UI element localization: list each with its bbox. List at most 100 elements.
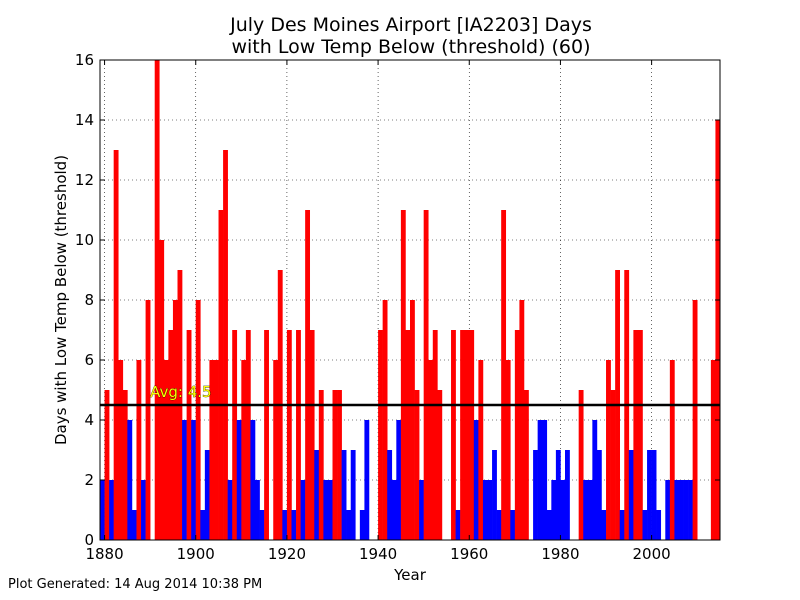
bar-1978 (551, 480, 557, 540)
x-tick-label: 1940 (359, 545, 397, 563)
bar-1963 (482, 480, 488, 540)
bar-1934 (350, 450, 356, 540)
bar-1892 (159, 240, 165, 540)
bar-1907 (227, 480, 233, 540)
y-tick-label: 6 (84, 351, 94, 369)
bar-1950 (423, 210, 429, 540)
bar-1888 (141, 480, 146, 540)
y-tick-label: 0 (84, 531, 94, 549)
x-axis-label: Year (393, 566, 427, 584)
bar-1949 (419, 480, 424, 540)
y-axis-ticks: 0 2 4 6 8 10 12 14 16 (75, 51, 720, 549)
y-tick-label: 8 (84, 291, 94, 309)
y-tick-label: 12 (75, 171, 94, 189)
bar-1900 (195, 300, 201, 540)
bar-1904 (213, 360, 219, 540)
bar-1981 (565, 450, 570, 540)
bar-1995 (628, 450, 634, 540)
bar-1991 (610, 390, 616, 540)
bar-1883 (118, 360, 124, 540)
bar-1887 (136, 360, 142, 540)
bar-1966 (496, 510, 502, 540)
x-axis-ticks: 1880 1900 1920 1940 1960 1980 2000 (85, 60, 671, 563)
x-tick-label: 2000 (633, 545, 671, 563)
bar-2013 (710, 360, 716, 540)
bar-1974 (533, 450, 538, 540)
bar-1895 (172, 300, 178, 540)
bar-1909 (236, 420, 242, 540)
x-tick-label: 1880 (85, 545, 123, 563)
bar-2007 (683, 480, 689, 540)
bar-1965 (492, 450, 497, 540)
bar-1999 (647, 450, 652, 540)
x-tick-label: 1980 (541, 545, 579, 563)
bar-1948 (414, 390, 420, 540)
bar-2000 (651, 450, 657, 540)
bar-1944 (396, 420, 402, 540)
bar-1998 (642, 510, 648, 540)
bar-1906 (223, 150, 228, 540)
average-label: Avg: 4.5 (150, 383, 211, 401)
bar-1897 (182, 420, 187, 540)
bar-1961 (473, 420, 479, 540)
bar-1953 (437, 390, 443, 540)
bar-1988 (596, 450, 602, 540)
bar-1937 (364, 420, 370, 540)
bar-1908 (232, 330, 238, 540)
bar-1928 (323, 480, 329, 540)
bar-1889 (145, 300, 151, 540)
bar-2001 (656, 510, 662, 540)
bar-1975 (537, 420, 543, 540)
bar-1970 (514, 330, 520, 540)
bar-1971 (519, 300, 525, 540)
bar-1902 (204, 450, 210, 540)
bar-1879 (100, 480, 105, 540)
bar-2004 (669, 360, 675, 540)
bar-2014 (715, 120, 721, 540)
bar-1899 (191, 420, 197, 540)
bar-1993 (619, 510, 625, 540)
bar-1932 (341, 450, 347, 540)
bar-1921 (291, 510, 297, 540)
bar-1964 (487, 480, 493, 540)
x-tick-label: 1960 (450, 545, 488, 563)
bar-1914 (259, 510, 265, 540)
bar-1931 (337, 390, 342, 540)
bar-1915 (264, 330, 269, 540)
y-tick-label: 4 (84, 411, 94, 429)
bar-1941 (382, 300, 388, 540)
bar-1920 (286, 330, 292, 540)
bar-1910 (241, 360, 247, 540)
bar-1979 (555, 450, 561, 540)
bar-1922 (296, 330, 301, 540)
bar-1885 (127, 420, 133, 540)
bar-1940 (378, 330, 383, 540)
bar-1987 (592, 420, 598, 540)
bar-1901 (200, 510, 206, 540)
bar-1917 (273, 360, 279, 540)
bar-1911 (245, 330, 251, 540)
bar-2008 (688, 480, 693, 540)
bar-1886 (131, 510, 137, 540)
bar-1929 (327, 480, 333, 540)
bar-2005 (674, 480, 680, 540)
bar-1905 (218, 210, 224, 540)
bar-1893 (163, 360, 169, 540)
chart-title-line-2: with Low Temp Below (threshold) (60) (231, 36, 590, 58)
bar-1880 (104, 390, 110, 540)
y-axis-label: Days with Low Temp Below (threshold) (52, 155, 70, 445)
bar-1969 (510, 510, 516, 540)
bar-1927 (318, 390, 324, 540)
bar-1984 (578, 390, 584, 540)
bar-1942 (387, 450, 393, 540)
bar-1919 (282, 510, 288, 540)
bar-2003 (665, 480, 671, 540)
bar-1951 (428, 360, 434, 540)
bar-1903 (209, 360, 215, 540)
bar-1891 (154, 60, 160, 540)
bar-1985 (583, 480, 589, 540)
bar-1947 (410, 300, 415, 540)
bar-1930 (332, 390, 338, 540)
bar-1968 (505, 360, 511, 540)
